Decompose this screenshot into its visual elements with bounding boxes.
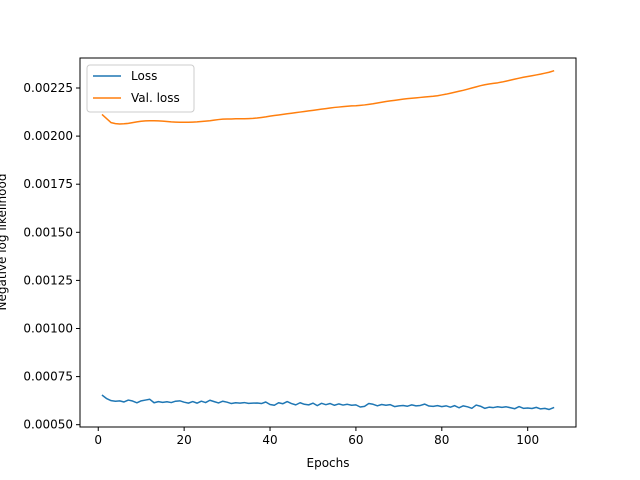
y-tick-label: 0.00150: [23, 225, 73, 239]
y-axis: 0.00050 0.00075 0.00100 0.00125 0.00150 0.001…: [23, 81, 80, 432]
x-tick-label: 20: [176, 433, 191, 447]
y-tick-label: 0.00175: [23, 177, 73, 191]
legend: Loss Val. loss: [86, 64, 195, 113]
legend-label-1: Val. loss: [131, 91, 180, 105]
y-tick-label: 0.00225: [23, 81, 73, 95]
x-axis-title: Epochs: [307, 456, 350, 470]
legend-label-0: Loss: [131, 69, 157, 83]
y-tick-label: 0.00050: [23, 418, 73, 432]
x-tick-label: 100: [516, 433, 539, 447]
y-tick-label: 0.00200: [23, 129, 73, 143]
x-tick-label: 40: [262, 433, 277, 447]
series-line-0: [101, 394, 555, 411]
x-tick-label: 80: [434, 433, 449, 447]
plot-frame: [79, 57, 577, 428]
y-tick-label: 0.00075: [23, 370, 73, 384]
x-tick-label: 0: [94, 433, 102, 447]
x-tick-label: 60: [348, 433, 363, 447]
series-layer: [101, 69, 555, 411]
x-axis: 0 20 40 60 80 100: [94, 427, 539, 447]
y-tick-label: 0.00125: [23, 273, 73, 287]
y-axis-title: Negative log likelihood: [0, 174, 9, 311]
y-tick-label: 0.00100: [23, 321, 73, 335]
series-line-1: [101, 69, 555, 125]
